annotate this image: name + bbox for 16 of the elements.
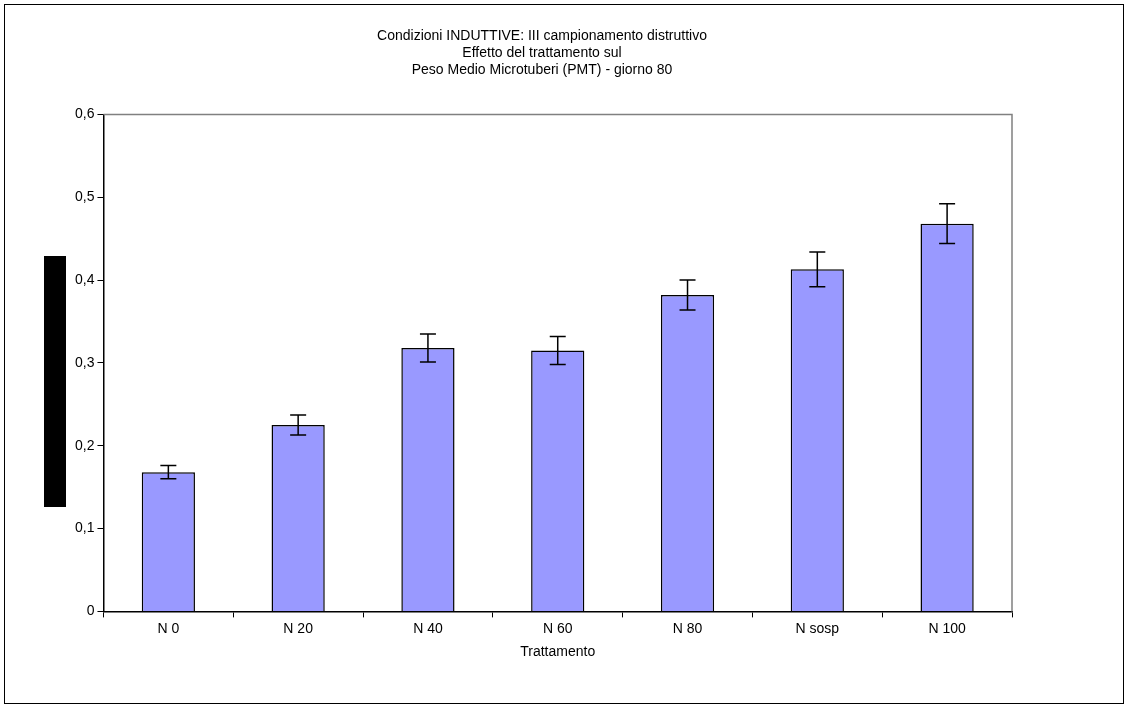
- x-tick-label: N sosp: [795, 619, 840, 636]
- y-tick-label: 0,2: [74, 436, 95, 453]
- y-tick-label: 0,6: [74, 105, 95, 122]
- y-tick-label: 0,1: [74, 519, 95, 536]
- y-tick-label: 0,3: [74, 353, 95, 370]
- x-axis-title: Trattamento: [520, 643, 596, 660]
- y-tick-label: 0,4: [74, 270, 95, 287]
- y-tick-label: 0: [86, 602, 95, 619]
- x-tick-label: N 100: [928, 619, 966, 636]
- x-tick-label: N 60: [542, 619, 573, 636]
- chart-title: Condizioni INDUTTIVE: III campionamento distruttivo Effetto del trattamento sul Peso Medio Microtuberi (PMT) - giorno 80: [377, 27, 708, 77]
- x-tick-label: N 20: [283, 619, 314, 636]
- y-tick-label: 0,5: [74, 188, 95, 205]
- x-tick-label: N 0: [157, 619, 180, 636]
- x-tick-label: N 80: [672, 619, 703, 636]
- x-tick-label: N 40: [413, 619, 443, 636]
